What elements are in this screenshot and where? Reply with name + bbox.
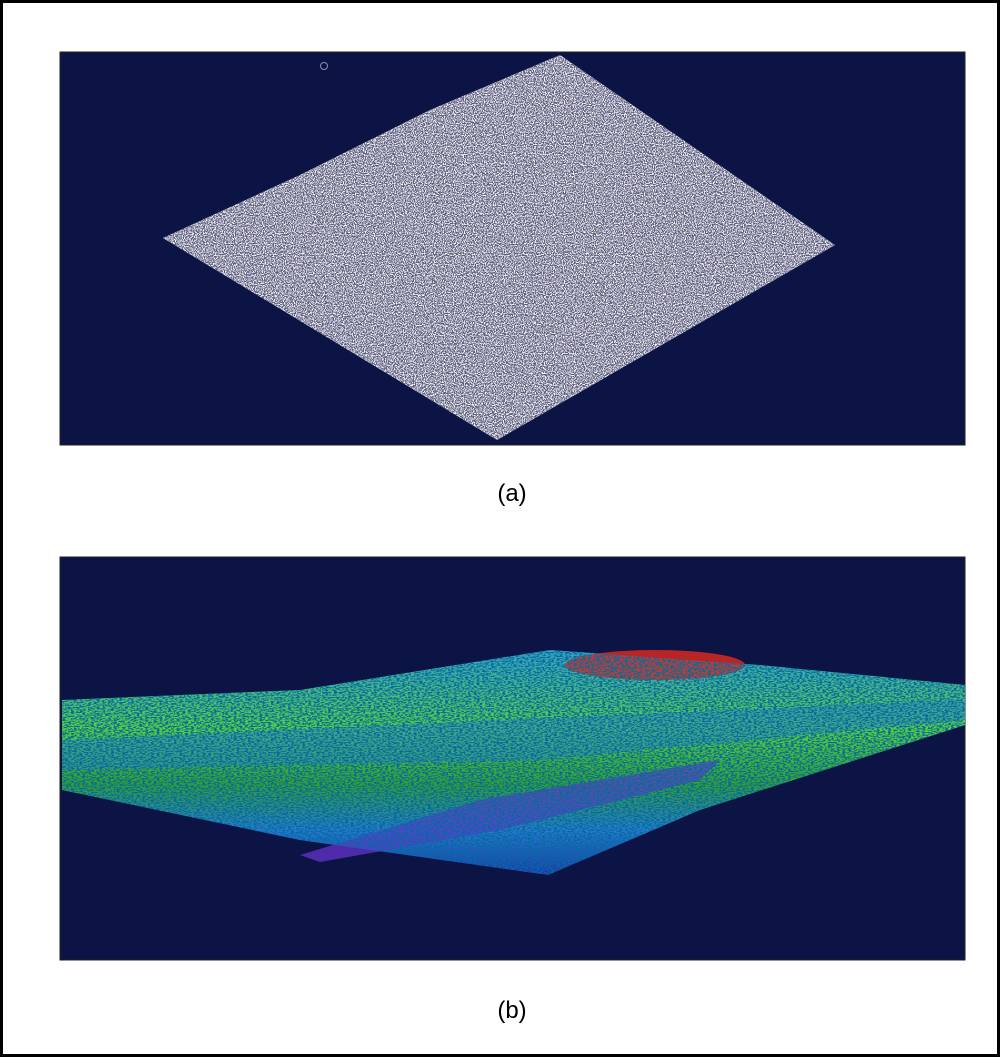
caption: (a) bbox=[497, 480, 526, 507]
figure: (a) (b) bbox=[0, 0, 1000, 1057]
page: (a) (b) (() => { const data = JSON.parse… bbox=[0, 0, 1000, 1057]
caption: (b) bbox=[497, 997, 526, 1024]
